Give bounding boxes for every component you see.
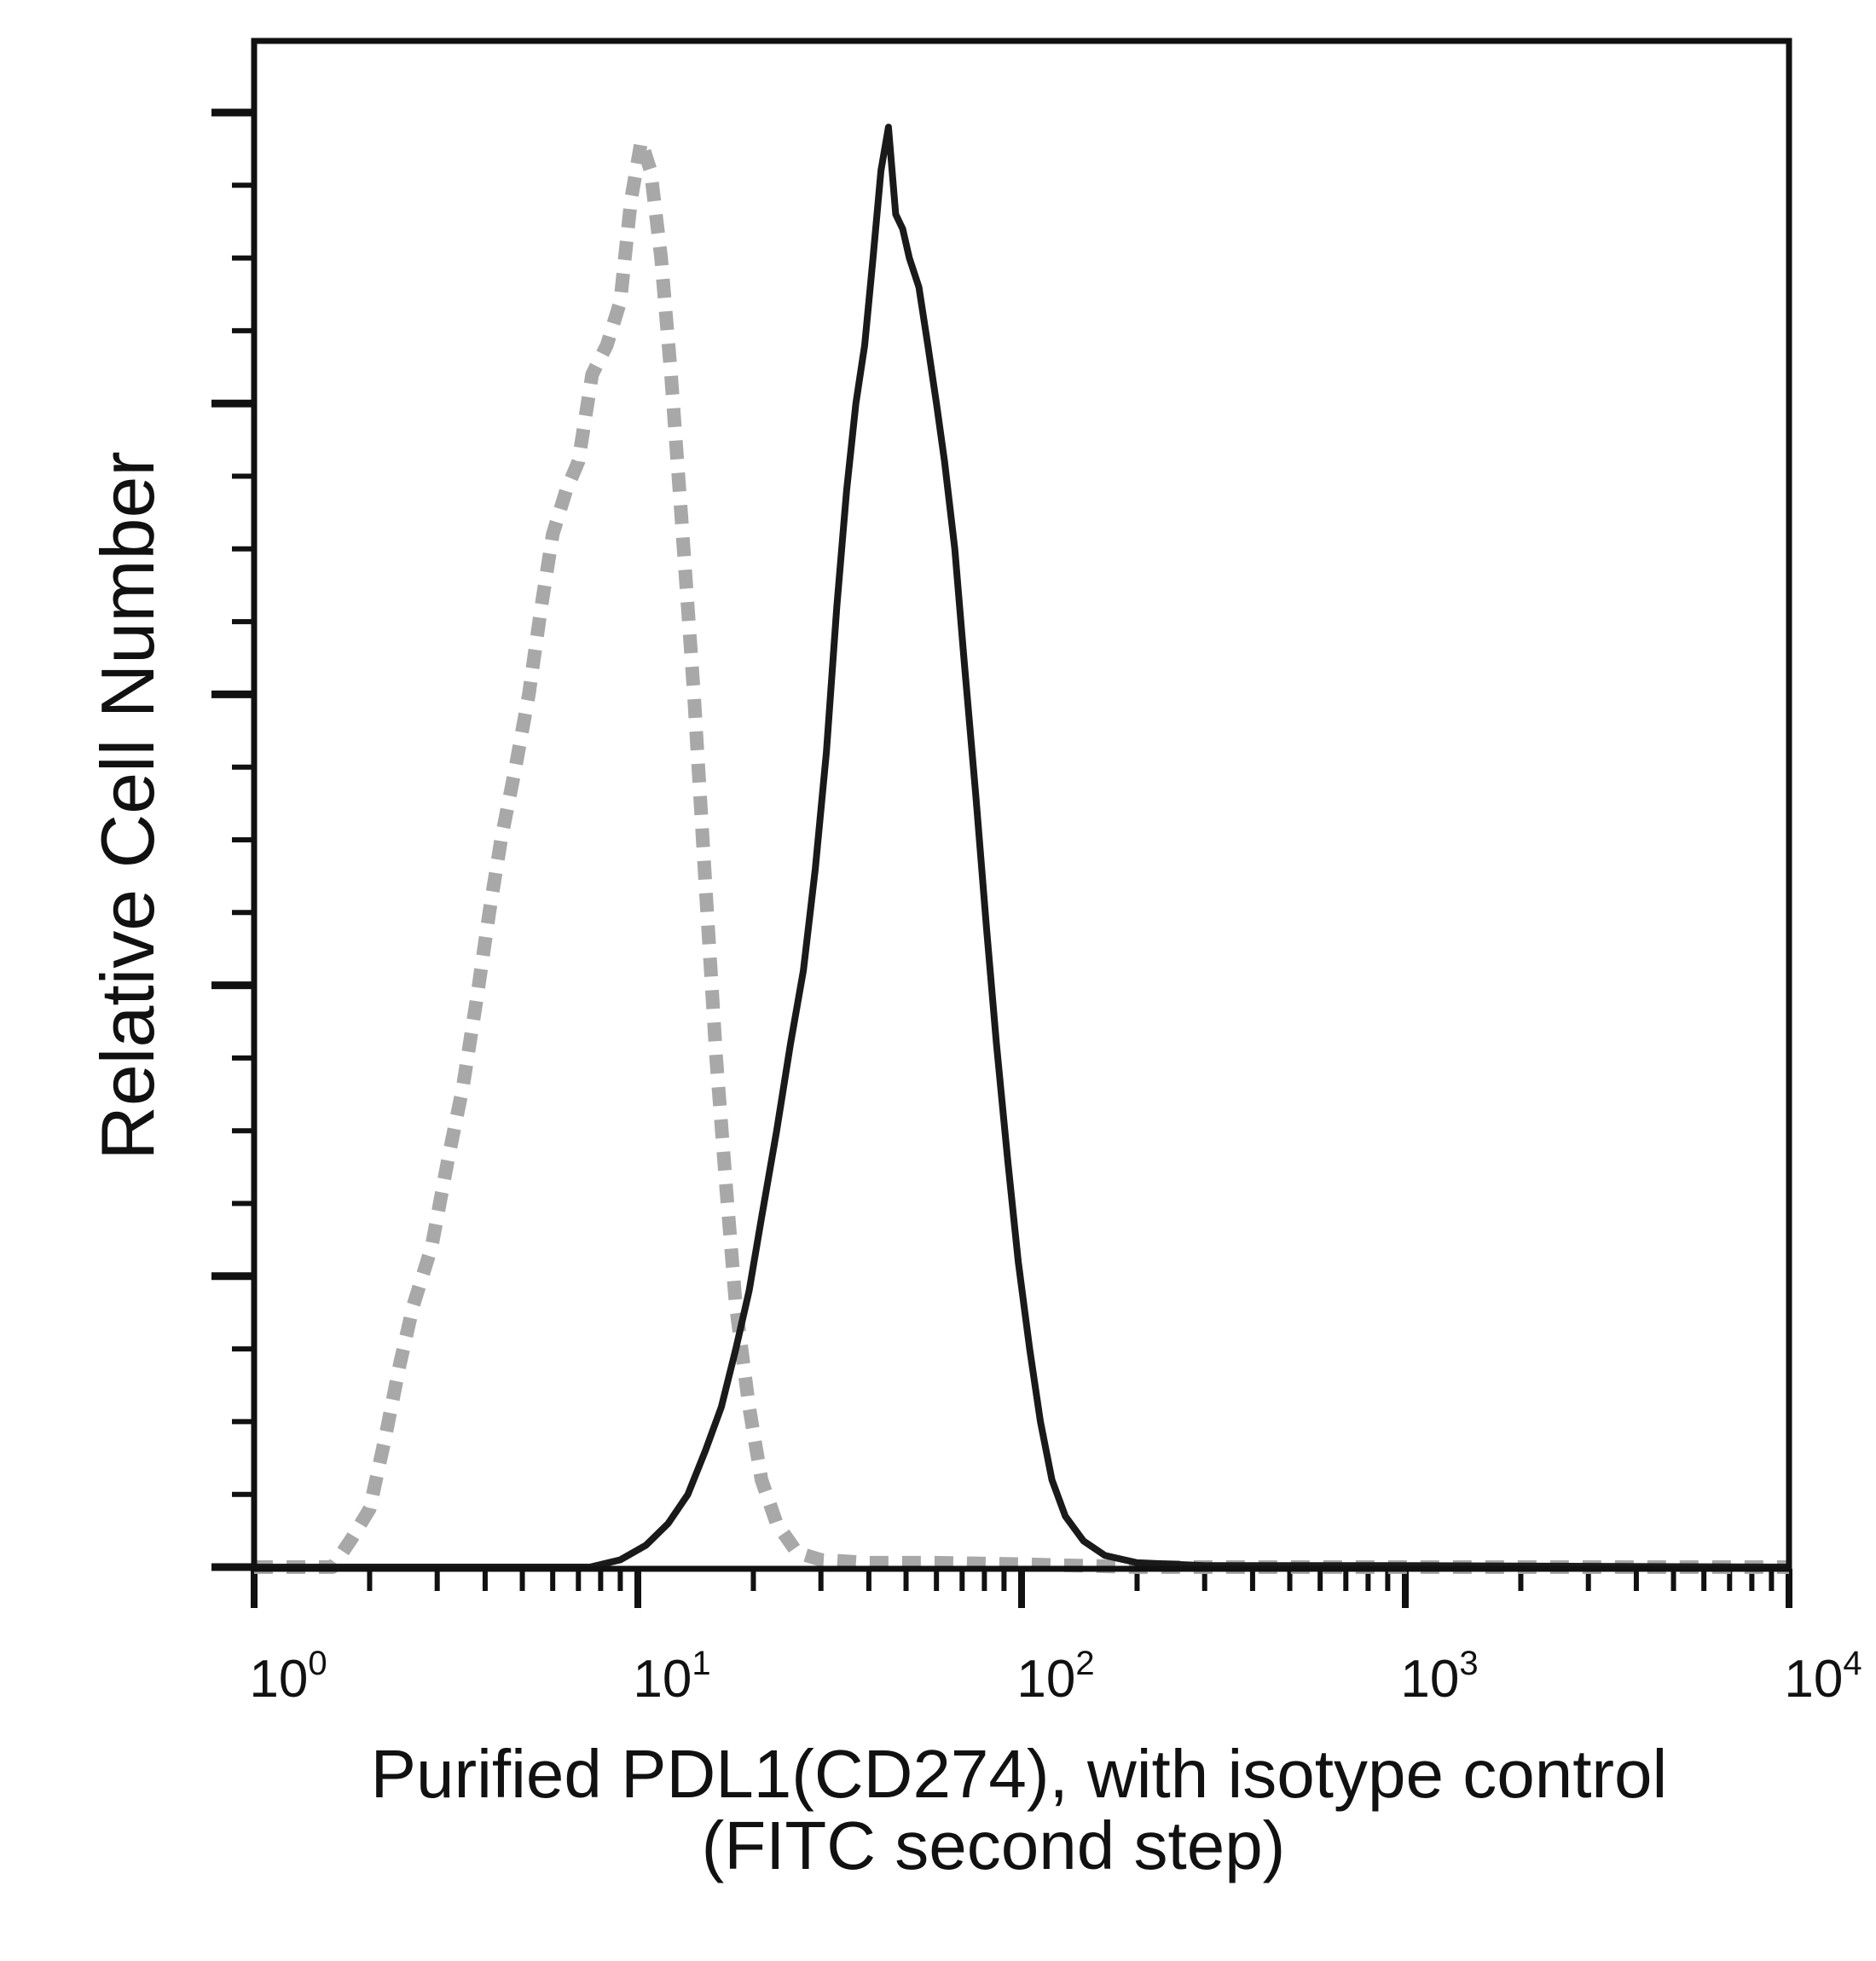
x-tick-label: 100 xyxy=(249,1645,327,1709)
pdl1-series-line xyxy=(254,124,1790,1571)
y-axis-title: Relative Cell Number xyxy=(85,451,170,1160)
x-axis-title-line-2: (FITC second step) xyxy=(702,1808,1286,1883)
isotype-control-series-line xyxy=(254,135,1789,1574)
x-axis-ticks xyxy=(251,1569,1792,1608)
x-tick-label: 102 xyxy=(1016,1645,1094,1709)
y-axis-ticks xyxy=(211,108,254,1571)
x-tick-label: 101 xyxy=(633,1645,710,1709)
plot-frame xyxy=(251,38,1792,1572)
x-axis-tick-labels: 100 101 102 103 104 xyxy=(249,1645,1862,1709)
x-axis-title-line-1: Purified PDL1(CD274), with isotype contr… xyxy=(371,1736,1668,1812)
x-tick-label: 103 xyxy=(1400,1645,1478,1709)
histogram-series xyxy=(254,124,1790,1574)
x-tick-label: 104 xyxy=(1784,1645,1862,1709)
